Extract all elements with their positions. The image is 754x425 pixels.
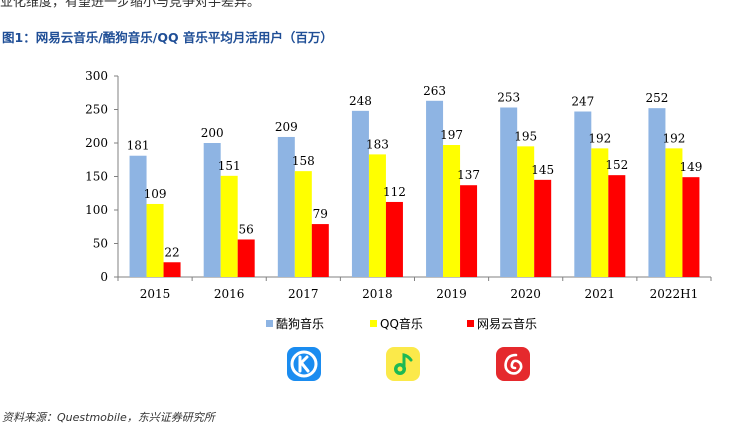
data-label: 247 (571, 95, 594, 109)
legend-label: 网易云音乐 (477, 316, 537, 331)
netease-cloud-music-app-icon (496, 347, 530, 381)
data-label: 151 (218, 159, 241, 173)
data-label: 56 (239, 222, 254, 236)
bar (220, 175, 238, 277)
bar (608, 175, 626, 277)
bar (665, 148, 683, 277)
bar (294, 171, 312, 277)
legend-label: 酷狗音乐 (276, 316, 324, 331)
bar (648, 108, 666, 277)
legend-label: QQ音乐 (380, 316, 423, 331)
bar (368, 154, 386, 277)
data-label: 200 (201, 126, 224, 140)
data-label: 263 (423, 84, 446, 98)
y-tick-label: 250 (85, 103, 108, 117)
bar (517, 146, 535, 277)
legend-swatch (266, 320, 273, 327)
x-tick-label: 2015 (140, 287, 171, 301)
data-label: 248 (349, 94, 372, 108)
data-label: 209 (275, 120, 298, 134)
bar (574, 111, 592, 277)
data-label: 197 (440, 128, 463, 142)
data-label: 158 (292, 154, 315, 168)
bar (591, 148, 609, 277)
data-label: 149 (679, 160, 702, 174)
data-label: 145 (531, 163, 554, 177)
y-tick-label: 0 (100, 270, 108, 284)
bar (163, 262, 181, 277)
bar (277, 136, 295, 277)
data-label: 183 (366, 137, 389, 151)
y-tick-label: 50 (93, 237, 108, 251)
legend-swatch (467, 320, 474, 327)
source-note: 资料来源：Questmobile，东兴证券研究所 (2, 411, 215, 424)
legend-swatch (370, 320, 377, 327)
y-tick-label: 200 (85, 136, 108, 150)
data-label: 22 (164, 245, 179, 259)
bar (129, 155, 147, 277)
x-tick-label: 2020 (510, 287, 541, 301)
bar (500, 107, 518, 278)
previous-paragraph-fragment: 业化维度，有望进一步缩小与竞争对手差异。 (0, 0, 261, 9)
x-tick-label: 2018 (362, 287, 393, 301)
data-label: 137 (457, 168, 480, 182)
bar (237, 239, 255, 277)
x-tick-label: 2019 (436, 287, 467, 301)
bar (682, 177, 700, 277)
data-label: 195 (514, 129, 537, 143)
data-label: 109 (144, 187, 167, 201)
bar (534, 179, 552, 277)
x-tick-label: 2016 (214, 287, 245, 301)
y-tick-label: 100 (85, 203, 108, 217)
data-label: 112 (383, 185, 406, 199)
data-label: 181 (127, 139, 150, 153)
bar (426, 100, 444, 277)
qq-music-app-icon (386, 347, 420, 381)
x-tick-label: 2021 (585, 287, 616, 301)
x-tick-label: 2017 (288, 287, 319, 301)
y-tick-label: 300 (85, 69, 108, 83)
data-label: 152 (605, 158, 628, 172)
data-label: 192 (588, 131, 611, 145)
figure-title: 图1：网易云音乐/酷狗音乐/QQ 音乐平均月活用户（百万） (2, 30, 333, 45)
bar (443, 145, 461, 277)
bar (311, 224, 329, 277)
bar (460, 185, 478, 277)
y-tick-label: 150 (85, 170, 108, 184)
bar (146, 203, 164, 277)
kugou-app-icon (287, 347, 321, 381)
data-label: 252 (645, 91, 668, 105)
data-label: 253 (497, 90, 520, 104)
bar (351, 110, 369, 277)
data-label: 79 (313, 207, 328, 221)
bar (203, 143, 221, 277)
data-label: 192 (662, 131, 685, 145)
x-tick-label: 2022H1 (650, 287, 699, 301)
bar (385, 201, 403, 277)
